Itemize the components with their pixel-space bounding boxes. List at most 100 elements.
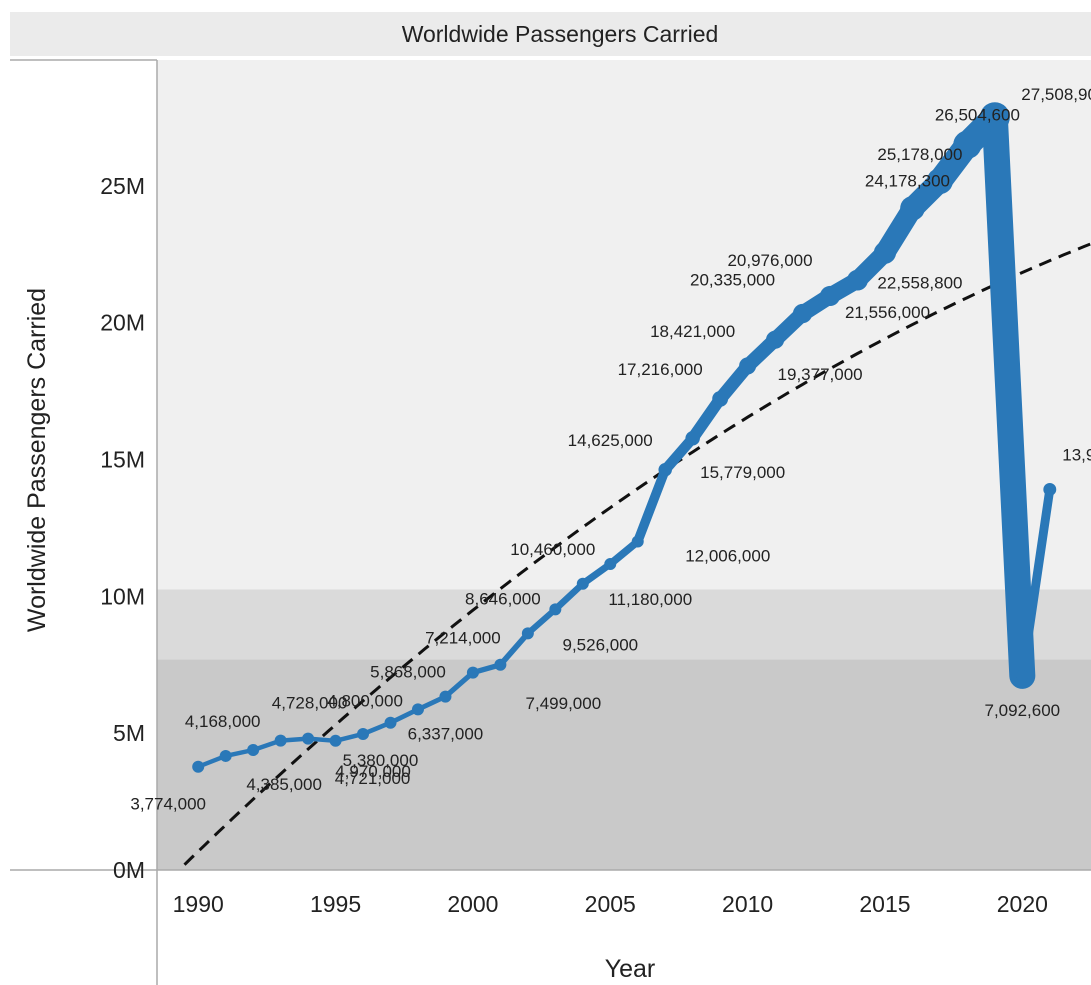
data-label: 7,214,000 (425, 629, 501, 648)
axes (10, 59, 1091, 985)
band-2 (157, 60, 1091, 590)
x-tick-label: 1990 (173, 891, 224, 917)
title-bar (10, 12, 1091, 56)
x-tick-label: 2010 (722, 891, 773, 917)
data-label: 14,625,000 (568, 431, 653, 450)
band-0 (157, 659, 1091, 870)
data-point (549, 603, 562, 616)
data-point (329, 734, 342, 747)
data-label: 3,774,000 (130, 795, 206, 814)
trend-line (183, 242, 1091, 866)
data-point (384, 716, 397, 729)
data-label: 4,168,000 (185, 712, 261, 731)
data-label: 4,970,000 (335, 762, 411, 781)
y-tick-label: 0M (113, 857, 145, 883)
data-label: 19,377,000 (778, 365, 863, 384)
series-segment (981, 104, 1036, 689)
data-point (712, 390, 729, 407)
trendline (183, 242, 1091, 866)
data-labels: 3,774,000 4,168,000 4,385,000 4,728,0004,80… (130, 85, 1091, 814)
x-tick-label: 2000 (447, 891, 498, 917)
data-point (658, 463, 672, 477)
data-point (192, 760, 205, 773)
data-label: 5,380,000 (343, 751, 419, 770)
series-segment (442, 670, 476, 700)
data-label: 20,335,000 (690, 271, 775, 290)
data-label: 12,006,000 (685, 546, 770, 565)
data-label: 4,728,000 (272, 694, 348, 713)
data-point (847, 269, 868, 291)
x-tick-label: 2005 (585, 891, 636, 917)
data-point (521, 627, 534, 640)
y-tick-label: 25M (100, 173, 145, 199)
data-point (247, 744, 260, 757)
data-point (819, 285, 841, 307)
band-1 (157, 589, 1091, 660)
data-label: 24,178,300 (865, 171, 950, 190)
series-segment (552, 580, 587, 613)
data-point (631, 535, 644, 548)
data-label: 4,800,000 (327, 692, 403, 711)
data-label: 7,092,600 (985, 701, 1061, 720)
data-label: 11,180,000 (608, 590, 692, 609)
data-label: 4,721,000 (335, 769, 411, 788)
series-segment (1017, 485, 1055, 681)
y-tick-label: 15M (100, 447, 145, 473)
y-tick-label: 5M (113, 720, 145, 746)
data-label: 5,868,000 (370, 662, 446, 681)
y-tick-label: 20M (100, 310, 145, 336)
data-point (685, 430, 700, 446)
y-tick-label: 10M (100, 583, 145, 609)
data-point (1016, 669, 1029, 682)
data-point (411, 703, 424, 716)
data-label: 20,976,000 (727, 251, 812, 270)
plot-bands (157, 60, 1091, 870)
y-axis-title: Worldwide Passengers Carried (23, 288, 51, 632)
data-label: 7,499,000 (526, 694, 602, 713)
data-label: 22,558,800 (877, 274, 962, 293)
data-label: 25,178,000 (877, 145, 962, 164)
data-point (357, 727, 370, 740)
series-segment (497, 630, 531, 668)
data-point (576, 577, 589, 590)
x-tick-label: 2020 (997, 891, 1048, 917)
data-label: 13,905,900 (1062, 445, 1091, 464)
series-segment (686, 392, 727, 445)
data-label: 4,385,000 (246, 775, 322, 794)
tick-labels: 0M 5M 10M 15M 20M 25M 1990 1995 2000 2005 2010 2015… (100, 173, 1048, 917)
data-point (953, 130, 982, 159)
data-point (219, 749, 232, 762)
data-point (765, 330, 785, 349)
data-point (494, 658, 507, 671)
data-point (466, 666, 479, 679)
data-point (274, 734, 287, 747)
x-tick-label: 2015 (859, 891, 910, 917)
data-point (302, 732, 315, 745)
data-point (604, 558, 617, 571)
data-label: 18,421,000 (650, 322, 735, 341)
data-label: 15,779,000 (700, 463, 785, 482)
data-label: 9,526,000 (563, 635, 639, 654)
data-label: 27,508,900 (1021, 85, 1091, 104)
data-point (1043, 483, 1057, 496)
x-tick-label: 1995 (310, 891, 361, 917)
data-point (873, 241, 897, 264)
series-segment (524, 606, 559, 637)
x-axis-title: Year (605, 955, 656, 983)
data-label: 8,646,000 (465, 589, 541, 608)
series (192, 102, 1057, 773)
data-label: 26,504,600 (935, 106, 1020, 125)
data-label: 21,556,000 (845, 303, 930, 322)
series-segment (632, 465, 670, 547)
data-point (926, 167, 953, 195)
data-label: 6,337,000 (408, 725, 484, 744)
data-label: 17,216,000 (618, 360, 703, 379)
data-label: 10,460,000 (510, 540, 595, 559)
data-point (792, 303, 813, 324)
data-point (739, 357, 757, 375)
data-point (979, 102, 1010, 133)
chart-title: Worldwide Passengers Carried (402, 21, 719, 47)
data-point (439, 690, 452, 703)
data-point (900, 196, 925, 221)
